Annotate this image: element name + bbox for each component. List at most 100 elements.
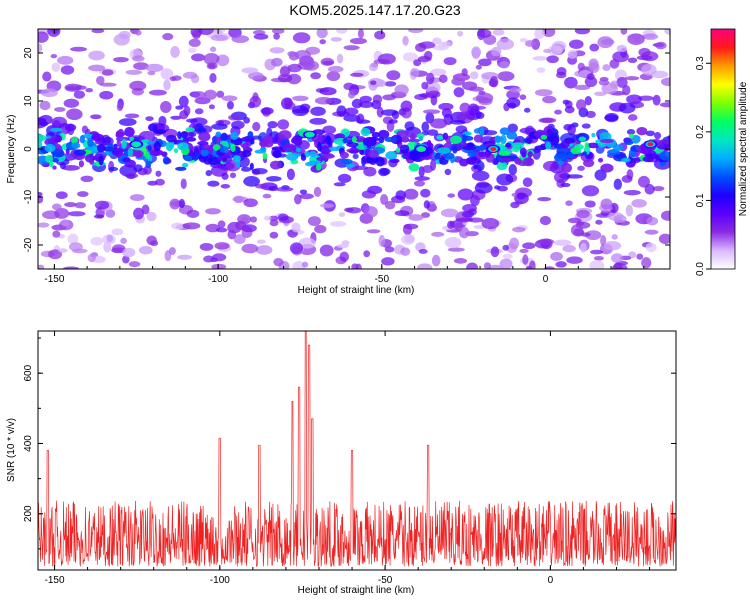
heatmap-cell bbox=[216, 90, 225, 98]
heatmap-cell bbox=[350, 72, 364, 77]
heatmap-cell bbox=[363, 206, 378, 218]
heatmap-cell bbox=[356, 113, 365, 125]
heatmap-cell bbox=[459, 102, 471, 114]
heatmap-cell bbox=[421, 212, 431, 218]
heatmap-cell bbox=[401, 234, 415, 245]
snr-series-line bbox=[38, 331, 676, 568]
heatmap-cell bbox=[589, 43, 600, 52]
heatmap-cell bbox=[240, 166, 252, 172]
heatmap-cell bbox=[96, 75, 105, 85]
heatmap-cell bbox=[660, 77, 670, 87]
heatmap-cell bbox=[396, 130, 409, 137]
heatmap-cell bbox=[567, 49, 578, 59]
heatmap-cell bbox=[625, 76, 640, 81]
heatmap-cell bbox=[295, 140, 302, 146]
heatmap-cell bbox=[424, 81, 441, 94]
heatmap-cell bbox=[118, 118, 137, 126]
heatmap-cell bbox=[597, 142, 607, 148]
heatmap-cell bbox=[221, 95, 238, 102]
heatmap-cell bbox=[581, 185, 600, 197]
heatmap-cell bbox=[93, 214, 105, 219]
heatmap-cell bbox=[129, 80, 147, 91]
heatmap-cell bbox=[177, 142, 189, 151]
heatmap-cell bbox=[230, 131, 239, 140]
heatmap-cell bbox=[150, 149, 164, 156]
heatmap-cell bbox=[613, 214, 627, 223]
heatmap-cell bbox=[436, 147, 451, 154]
heatmap-cell bbox=[148, 123, 158, 132]
heatmap-cell bbox=[584, 142, 589, 149]
heatmap-cell bbox=[242, 143, 248, 150]
heatmap-cell bbox=[496, 161, 508, 171]
heatmap-cell bbox=[322, 60, 335, 66]
heatmap-cell bbox=[148, 89, 167, 96]
heatmap-cell bbox=[90, 236, 104, 246]
heatmap-cell bbox=[228, 114, 240, 121]
heatmap-cell bbox=[537, 238, 555, 245]
heatmap-cell bbox=[380, 109, 399, 116]
heatmap-peak bbox=[133, 142, 140, 147]
heatmap-cell bbox=[277, 73, 293, 83]
heatmap-cell bbox=[543, 48, 552, 54]
heatmap-cell bbox=[545, 141, 552, 150]
heatmap-cell bbox=[443, 152, 455, 160]
heatmap-cell bbox=[272, 29, 285, 34]
heatmap-cell bbox=[214, 242, 230, 250]
heatmap-cell bbox=[182, 71, 198, 79]
heatmap-cell bbox=[313, 186, 322, 198]
heatmap-cell bbox=[162, 33, 174, 41]
heatmap-cell bbox=[378, 234, 386, 247]
heatmap-cell bbox=[556, 66, 567, 76]
heatmap-cell bbox=[348, 90, 355, 99]
heatmap-cell bbox=[600, 198, 613, 210]
heatmap-cell bbox=[611, 263, 628, 269]
heatmap-cell bbox=[71, 142, 81, 149]
heatmap-cell bbox=[532, 147, 541, 160]
heatmap-cell bbox=[210, 257, 219, 263]
heatmap-cell bbox=[275, 186, 294, 192]
heatmap-cell bbox=[185, 137, 197, 142]
heatmap-cell bbox=[94, 200, 110, 210]
colorbar: 0.0 0.1 0.2 0.3 Normalized spectral amplitu… bbox=[695, 28, 749, 276]
heatmap-cell bbox=[50, 135, 55, 146]
heatmap-cell bbox=[168, 247, 176, 255]
heatmap-cell bbox=[388, 119, 398, 124]
heatmap-cell bbox=[256, 239, 266, 244]
heatmap-cell bbox=[348, 149, 359, 154]
heatmap-cell bbox=[133, 207, 145, 220]
x-tick-label: 0 bbox=[548, 575, 554, 586]
heatmap-cell bbox=[586, 142, 601, 149]
heatmap-cell bbox=[534, 29, 545, 40]
heatmap-cell bbox=[98, 155, 104, 166]
heatmap-cell bbox=[267, 121, 278, 129]
heatmap-cell bbox=[497, 71, 515, 82]
heatmap-cell bbox=[121, 139, 127, 149]
heatmap-cell bbox=[129, 136, 135, 141]
heatmap-cell bbox=[557, 160, 564, 166]
heatmap-cell bbox=[38, 222, 50, 228]
heatmap-cell bbox=[336, 53, 344, 64]
heatmap-cell bbox=[170, 45, 180, 58]
heatmap-cell bbox=[655, 155, 660, 161]
heatmap-cell bbox=[268, 215, 279, 222]
heatmap-cell bbox=[328, 146, 342, 152]
heatmap-cell bbox=[598, 79, 610, 86]
heatmap-cell bbox=[593, 256, 604, 261]
heatmap-cell bbox=[38, 43, 43, 53]
heatmap-cell bbox=[511, 142, 525, 148]
y-tick-label: -20 bbox=[23, 237, 34, 252]
heatmap-cell bbox=[421, 81, 429, 90]
heatmap-cell bbox=[417, 263, 433, 269]
heatmap-cell bbox=[289, 242, 304, 254]
heatmap-cell bbox=[330, 37, 342, 42]
heatmap-cell bbox=[431, 254, 441, 267]
heatmap-cell bbox=[659, 102, 670, 108]
heatmap-cell bbox=[64, 202, 77, 208]
heatmap-cell bbox=[375, 156, 385, 167]
heatmap-cell bbox=[567, 123, 576, 136]
snr-y-axis: 200 400 600 bbox=[23, 337, 676, 550]
heatmap-cell bbox=[333, 182, 346, 187]
heatmap-cell bbox=[560, 182, 571, 188]
heatmap-cell bbox=[55, 191, 68, 200]
